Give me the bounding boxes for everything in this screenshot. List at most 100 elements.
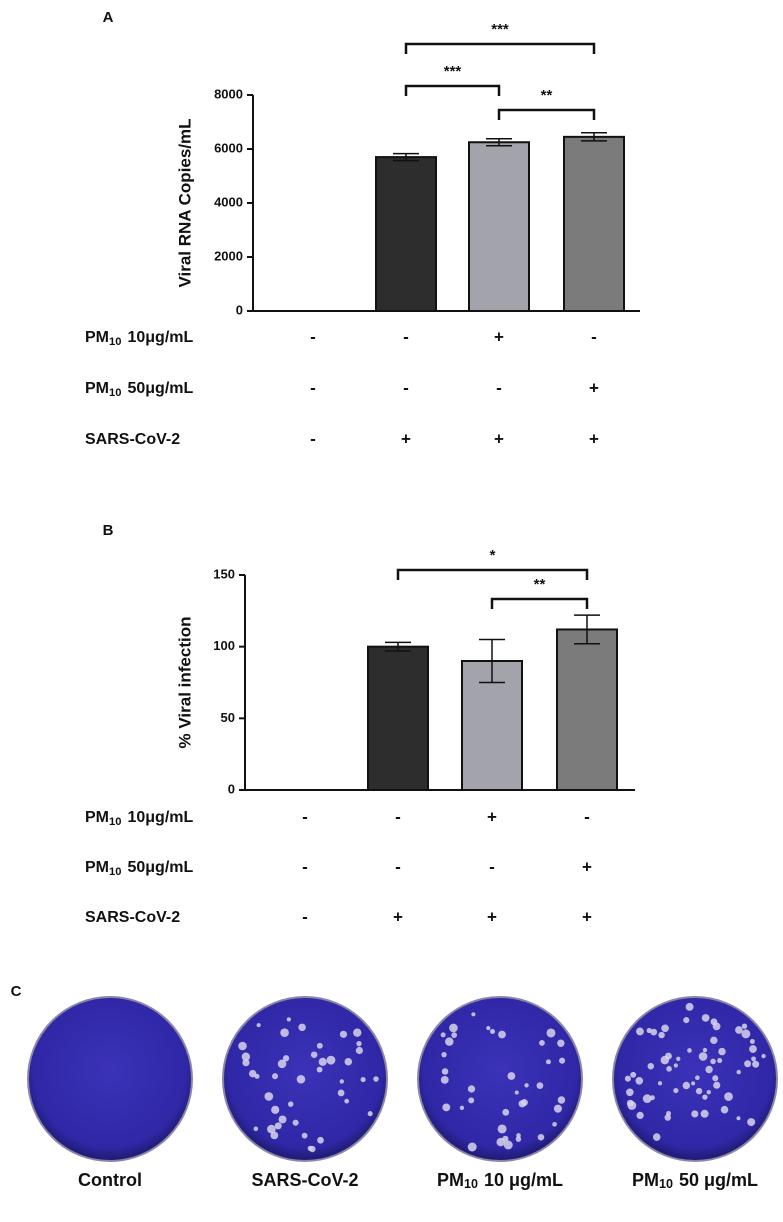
label-base: SARS-CoV-2 [85, 431, 180, 448]
bar [557, 629, 617, 790]
plaque [627, 1100, 634, 1107]
label: SARS-CoV-2 [85, 431, 180, 448]
label-base: PM [632, 1170, 659, 1190]
plaque [712, 1075, 718, 1081]
plaque [666, 1066, 672, 1072]
y-tick-label: 8000 [214, 86, 243, 101]
plaque [707, 1090, 711, 1094]
condition-sign: - [302, 807, 308, 826]
bar [376, 157, 436, 311]
plaque [249, 1070, 256, 1077]
plaque [557, 1040, 564, 1047]
plaque [736, 1116, 740, 1120]
significance-bracket [499, 110, 594, 120]
plaque [658, 1081, 662, 1085]
plaque [724, 1092, 733, 1101]
plaque [699, 1052, 708, 1061]
label: SARS-CoV-2 [251, 1170, 358, 1190]
plaque [661, 1024, 669, 1032]
y-axis-label: Viral RNA Copies/mL [175, 118, 194, 287]
condition-sign: - [310, 429, 316, 448]
plaque [537, 1082, 544, 1089]
plaque [441, 1076, 449, 1084]
label-sub: 10 [109, 336, 121, 348]
plaque [344, 1099, 349, 1104]
label-base: SARS-CoV-2 [85, 909, 180, 926]
plaque [721, 1106, 729, 1114]
plaque [298, 1024, 305, 1031]
plaque [524, 1083, 528, 1087]
plaque [744, 1060, 751, 1067]
plaque [683, 1017, 689, 1023]
condition-sign: + [487, 907, 497, 926]
plaque [317, 1043, 323, 1049]
plaque [626, 1088, 634, 1096]
condition-sign: + [401, 429, 411, 448]
plaque [368, 1111, 373, 1116]
plaque [242, 1053, 250, 1061]
significance-bracket [406, 44, 594, 54]
plaque [257, 1023, 261, 1027]
plaque [308, 1146, 313, 1151]
plaque [345, 1058, 353, 1066]
plaque [695, 1075, 700, 1080]
plaque [717, 1058, 722, 1063]
condition-sign: + [393, 907, 403, 926]
plaque [554, 1105, 562, 1113]
plaque [442, 1068, 449, 1075]
plaque [647, 1028, 652, 1033]
plaque [691, 1110, 698, 1117]
plaque [686, 1003, 694, 1011]
plaque [353, 1028, 361, 1036]
plaque [278, 1060, 287, 1069]
condition-sign: - [395, 807, 401, 826]
plaque [648, 1063, 654, 1069]
plaque [361, 1077, 366, 1082]
plaque [747, 1118, 755, 1126]
condition-sign: - [310, 327, 316, 346]
y-axis-label: % Viral infection [175, 617, 194, 749]
plaque [751, 1056, 756, 1061]
significance-bracket [492, 599, 587, 609]
plaque [319, 1058, 327, 1066]
plaque [761, 1054, 765, 1058]
plaque [441, 1052, 446, 1057]
condition-sign: - [395, 857, 401, 876]
plaque [636, 1112, 643, 1119]
y-tick-label: 0 [228, 781, 235, 796]
plaque [625, 1076, 631, 1082]
panel-letter: B [103, 522, 114, 539]
plaque [297, 1075, 306, 1084]
plaque [338, 1090, 345, 1097]
plaque [702, 1094, 707, 1099]
significance-label: ** [541, 87, 553, 104]
plaque [264, 1092, 273, 1101]
bar [469, 142, 529, 311]
plaque [442, 1103, 450, 1111]
plaque [752, 1061, 759, 1068]
plaque [742, 1023, 747, 1028]
plaque [710, 1037, 717, 1044]
plaque [687, 1048, 692, 1053]
plaque [737, 1070, 741, 1074]
condition-sign: + [582, 907, 592, 926]
condition-sign: - [496, 378, 502, 397]
plaque [552, 1122, 557, 1127]
label: PM1050μg/mL [85, 859, 193, 878]
plaque [710, 1059, 716, 1065]
significance-label: ** [534, 576, 546, 593]
label-rest: 10μg/mL [127, 329, 193, 346]
plaque [238, 1042, 247, 1051]
plaque [468, 1097, 474, 1103]
label-sub: 10 [464, 1177, 478, 1191]
condition-sign: + [589, 429, 599, 448]
label-sub: 10 [659, 1177, 673, 1191]
label: PM1010μg/mL [85, 329, 193, 348]
plate [28, 997, 192, 1161]
plaque [701, 1110, 709, 1118]
condition-sign: - [302, 857, 308, 876]
plaque [705, 1066, 712, 1073]
plaque [673, 1088, 678, 1093]
plaque [713, 1022, 721, 1030]
